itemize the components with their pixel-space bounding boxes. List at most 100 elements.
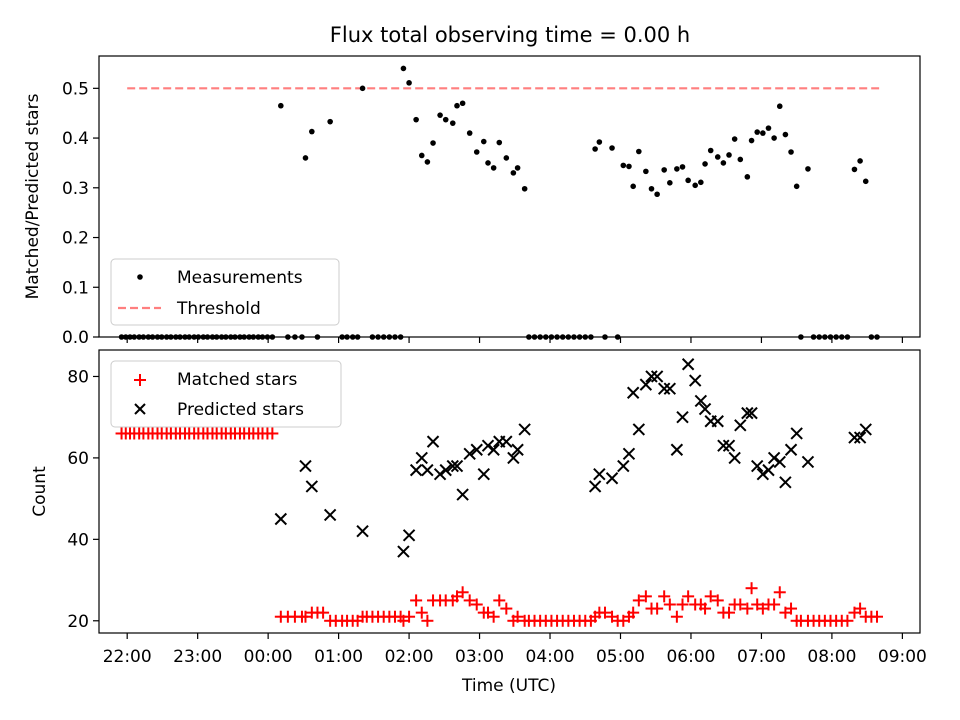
measurement-point <box>760 130 766 136</box>
measurement-point <box>406 80 412 86</box>
measurement-point <box>620 162 627 169</box>
bottom-ytick-label: 60 <box>67 449 89 469</box>
predicted-star-point <box>402 529 416 542</box>
top-ytick-label: 0.5 <box>62 79 89 99</box>
top-axes: 0.0 0.1 0.2 0.3 0.4 0.5 <box>62 79 903 348</box>
predicted-star-point <box>801 455 815 469</box>
measurement-point <box>720 160 727 166</box>
measurement-point <box>418 152 425 159</box>
measurement-point <box>857 158 863 164</box>
measurement-point <box>805 166 811 172</box>
measurement-point <box>473 149 480 155</box>
measurement-point <box>596 139 603 145</box>
predicted-star-point <box>632 423 646 436</box>
predicted-star-point <box>722 439 736 452</box>
matched-star-point <box>854 602 867 615</box>
measurement-point <box>776 103 783 110</box>
predicted-star-point <box>663 382 677 395</box>
predicted-star-point <box>848 431 861 444</box>
predicted-star-point <box>477 467 490 481</box>
matched-star-point <box>723 606 736 619</box>
predicted-star-point <box>784 443 798 456</box>
matched-star-point <box>415 606 428 619</box>
measurement-point <box>442 116 449 123</box>
bottom-ytick-label: 20 <box>67 612 89 632</box>
matched-star-point <box>299 610 312 623</box>
matched-star-point <box>463 594 476 607</box>
xtick-label: 02:00 <box>385 647 434 667</box>
predicted-star-point <box>859 423 872 436</box>
measurement-point <box>510 170 517 176</box>
matched-star-point <box>699 602 712 615</box>
top-ytick-label: 0.3 <box>62 179 89 199</box>
matched-star-point <box>704 590 717 603</box>
measurement-point <box>437 112 443 118</box>
legend-predicted-marker <box>134 403 146 415</box>
predicted-star-point <box>617 459 630 473</box>
bottom-axes: 20 40 60 80 22:00 23:00 00:00 01:00 02:00 03:00 04… <box>67 367 927 667</box>
matched-star-point <box>676 598 689 611</box>
measurement-point <box>359 85 366 92</box>
top-ytick-label: 0.1 <box>62 278 89 298</box>
measurement-point <box>748 137 755 144</box>
predicted-star-point <box>305 480 319 493</box>
predicted-star-point <box>588 480 602 493</box>
measurement-point <box>771 135 777 141</box>
predicted-star-point <box>409 463 423 477</box>
measurement-point <box>674 166 680 172</box>
measurement-point <box>643 168 649 175</box>
predicted-star-point <box>626 386 640 399</box>
matched-star-point <box>663 598 676 611</box>
predicted-star-point <box>622 447 636 461</box>
xtick-label: 05:00 <box>596 647 645 667</box>
predicted-star-point <box>779 476 792 489</box>
measurement-point <box>731 136 738 142</box>
predicted-star-point <box>463 447 476 461</box>
top-ytick-label: 0.4 <box>62 129 89 149</box>
xtick-label: 08:00 <box>807 647 856 667</box>
measurement-point <box>496 139 503 146</box>
legend-predicted-label: Predicted stars <box>177 400 304 420</box>
legend-measurements-label: Measurements <box>177 268 303 288</box>
measurement-point <box>654 191 660 198</box>
measurement-point <box>490 165 497 171</box>
predicted-star-point <box>767 451 781 465</box>
matched-star-point <box>500 602 513 615</box>
measurement-point <box>278 102 284 109</box>
legend-threshold-label: Threshold <box>176 299 261 319</box>
matched-star-point <box>266 427 279 440</box>
measurement-point <box>685 177 691 184</box>
predicted-star-point <box>756 467 770 481</box>
measurement-point <box>737 156 744 163</box>
measurement-point <box>430 140 436 146</box>
bottom-y-axis-label: Count <box>30 466 50 517</box>
predicted-star-point <box>274 512 288 526</box>
top-plot-frame <box>98 55 921 338</box>
matched-star-point <box>403 610 416 623</box>
measurement-point <box>466 130 473 136</box>
predicted-star-point <box>751 459 764 473</box>
bottom-data-marks <box>115 358 884 627</box>
predicted-star-point <box>657 382 671 395</box>
predicted-star-point <box>511 443 524 456</box>
predicted-star-point <box>762 463 775 477</box>
predicted-star-point <box>741 406 754 420</box>
measurement-point <box>661 167 667 173</box>
measurement-point <box>503 155 510 161</box>
xtick-label: 22:00 <box>103 647 152 667</box>
measurement-point <box>707 147 714 154</box>
measurement-point <box>521 185 528 192</box>
xtick-label: 03:00 <box>455 647 504 667</box>
measurement-point <box>765 125 772 131</box>
predicted-star-point <box>470 443 483 456</box>
measurement-point <box>480 138 487 145</box>
matched-star-point <box>511 610 524 623</box>
predicted-star-point <box>323 508 337 522</box>
measurement-point <box>714 154 721 160</box>
matched-star-point <box>632 594 645 607</box>
measurement-point <box>485 160 491 166</box>
predicted-star-point <box>773 455 786 469</box>
predicted-star-point <box>717 439 730 452</box>
predicted-star-point <box>681 358 695 371</box>
